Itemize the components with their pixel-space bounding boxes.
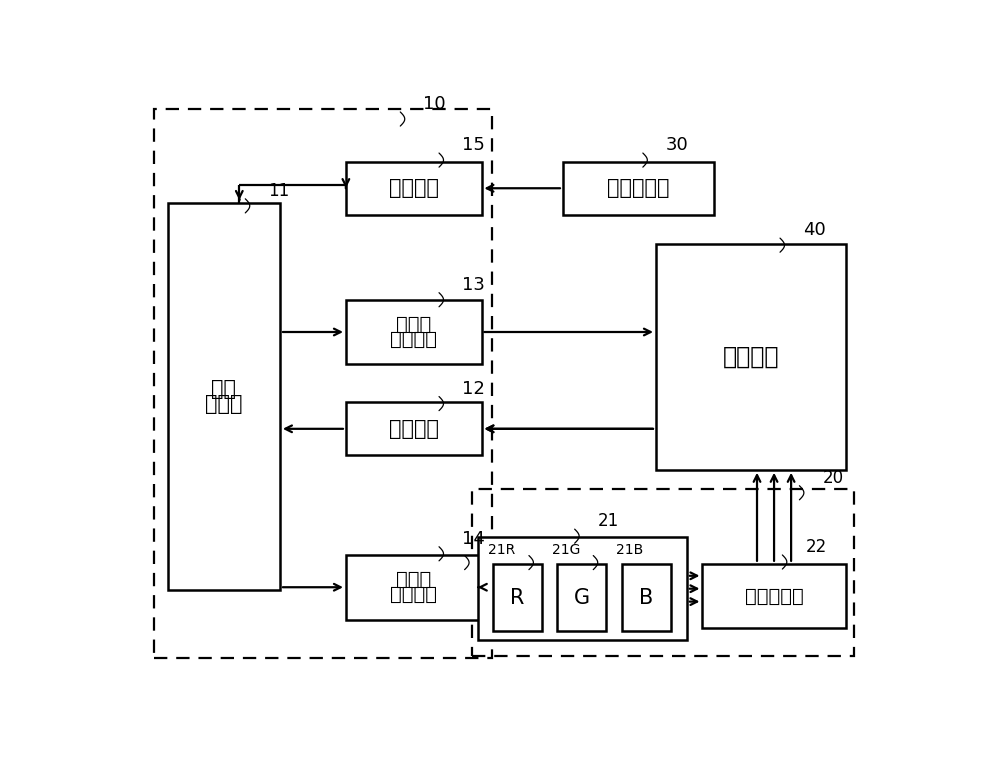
Text: 12: 12 — [462, 379, 485, 398]
Text: 13: 13 — [462, 276, 485, 294]
Bar — [346, 162, 482, 215]
Text: 20: 20 — [822, 469, 844, 487]
Text: 15: 15 — [462, 136, 485, 154]
Text: 温度传感器: 温度传感器 — [607, 178, 670, 198]
Text: 减光滤光器: 减光滤光器 — [745, 587, 803, 606]
Bar — [557, 564, 606, 631]
Text: 21B: 21B — [616, 543, 644, 557]
Text: G: G — [574, 588, 590, 607]
Bar — [346, 299, 482, 364]
Bar — [154, 109, 492, 658]
Bar — [472, 488, 854, 656]
Text: 光扫描部: 光扫描部 — [723, 345, 779, 369]
Bar — [478, 537, 687, 640]
Text: 21G: 21G — [552, 543, 580, 557]
Bar — [346, 555, 482, 620]
Text: 40: 40 — [803, 221, 826, 239]
Bar — [168, 203, 280, 590]
Bar — [622, 564, 671, 631]
Bar — [656, 244, 846, 470]
Text: 驱动电路: 驱动电路 — [390, 330, 437, 349]
Text: 补偿电路: 补偿电路 — [389, 178, 439, 198]
Text: 系统: 系统 — [211, 379, 236, 399]
Text: 控制器: 控制器 — [205, 394, 243, 415]
Text: R: R — [510, 588, 525, 607]
Text: 10: 10 — [423, 95, 446, 113]
Bar — [702, 564, 846, 629]
Text: 30: 30 — [666, 136, 689, 154]
Text: 驱动电路: 驱动电路 — [390, 585, 437, 604]
Text: 14: 14 — [462, 530, 485, 548]
Text: 21R: 21R — [488, 543, 515, 557]
Text: 缓冲电路: 缓冲电路 — [389, 419, 439, 439]
Text: B: B — [639, 588, 653, 607]
Text: 11: 11 — [268, 182, 290, 200]
Text: 激光器: 激光器 — [396, 570, 431, 589]
Bar — [563, 162, 714, 215]
Bar — [493, 564, 542, 631]
Text: 反射镜: 反射镜 — [396, 315, 431, 334]
Text: 21: 21 — [598, 512, 619, 530]
Text: 22: 22 — [805, 538, 827, 556]
Bar — [346, 402, 482, 455]
